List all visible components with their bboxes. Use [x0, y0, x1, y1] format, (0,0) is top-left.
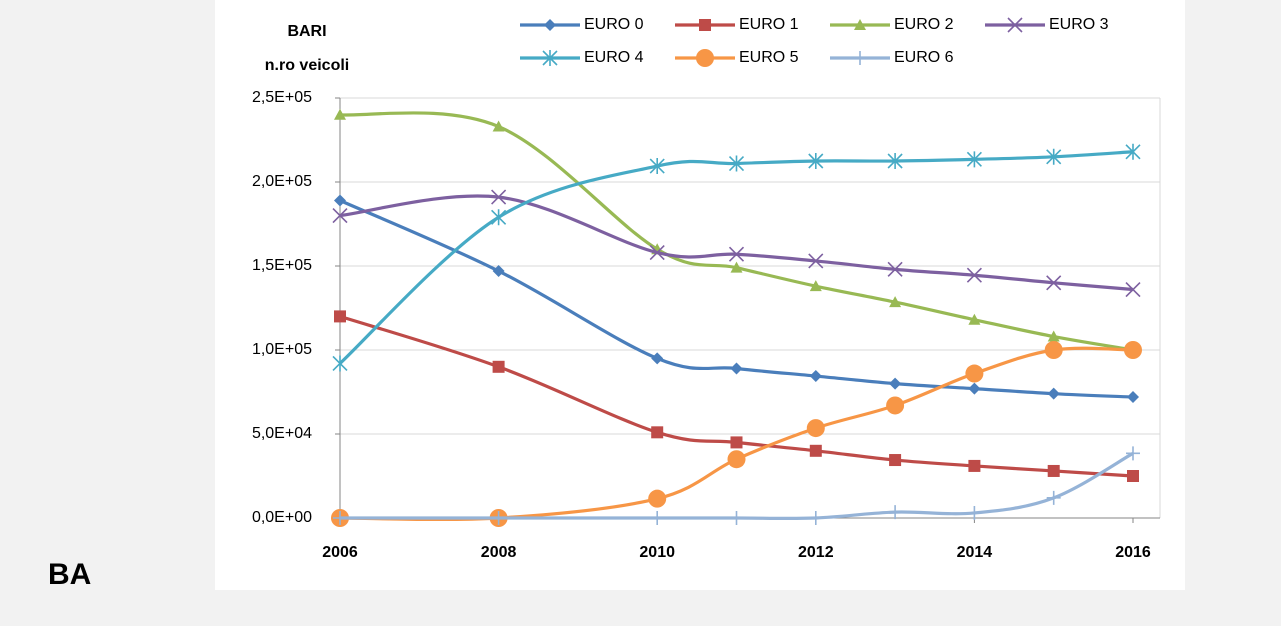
marker: [492, 120, 505, 132]
marker: [542, 50, 558, 66]
y-tick-label: 1,5E+05: [252, 257, 312, 274]
marker: [699, 19, 711, 31]
marker: [728, 246, 745, 262]
marker: [1047, 387, 1060, 400]
marker: [727, 450, 746, 469]
x-tick-label: 2016: [1115, 544, 1151, 561]
legend-label: EURO 6: [894, 49, 954, 66]
marker: [333, 511, 347, 525]
marker: [965, 364, 984, 383]
chart: BARI n.ro veicoli 0,0E+00 5,0E+04 1,0E+05 1…: [215, 0, 1185, 590]
marker: [808, 253, 824, 269]
marker: [491, 209, 507, 226]
series: [334, 108, 1139, 355]
marker: [889, 296, 902, 308]
marker: [808, 511, 823, 525]
marker: [886, 396, 905, 415]
marker: [334, 108, 346, 120]
marker: [809, 280, 822, 292]
marker: [1125, 143, 1141, 160]
x-tick-label: 2008: [481, 544, 517, 561]
marker: [334, 194, 346, 207]
marker: [1047, 330, 1060, 342]
marker: [334, 310, 346, 323]
y-tick-label: 0,0E+00: [252, 509, 312, 526]
y-tick-label: 2,0E+05: [252, 173, 312, 190]
marker: [730, 362, 743, 375]
marker: [696, 49, 714, 67]
line: [339, 194, 1134, 292]
line: [338, 150, 1134, 365]
marker: [968, 459, 981, 472]
marker: [491, 511, 506, 525]
x-tick-label: 2006: [322, 544, 358, 561]
marker: [809, 444, 822, 457]
marker: [492, 360, 505, 373]
marker: [729, 511, 744, 525]
series: [333, 446, 1140, 525]
marker: [1124, 341, 1142, 359]
marker: [966, 267, 982, 283]
x-tick-label: 2010: [639, 544, 675, 561]
legend-label: EURO 0: [584, 16, 644, 33]
y-label-line-2: n.ro veicoli: [265, 57, 349, 74]
marker: [1047, 464, 1060, 477]
legend-label: EURO 1: [739, 16, 799, 33]
marker: [728, 155, 745, 172]
marker: [1126, 446, 1140, 461]
marker: [649, 244, 665, 261]
side-label: BA: [48, 558, 92, 591]
marker: [1046, 275, 1062, 291]
marker: [967, 505, 982, 520]
marker: [966, 151, 982, 168]
marker: [730, 261, 743, 273]
legend-label: EURO 4: [584, 49, 644, 66]
marker: [887, 261, 903, 277]
marker: [1007, 17, 1023, 33]
marker: [1044, 341, 1063, 359]
x-tick-label: 2012: [798, 544, 834, 561]
y-label-line-1: BARI: [287, 23, 326, 40]
y-tick-label: 1,0E+05: [252, 341, 312, 358]
marker: [648, 489, 667, 508]
marker: [808, 153, 824, 169]
marker: [1046, 490, 1061, 505]
marker: [1046, 148, 1062, 165]
marker: [853, 51, 867, 65]
marker: [649, 158, 665, 175]
marker: [1127, 470, 1139, 482]
marker: [968, 382, 981, 395]
y-tick-label: 5,0E+04: [252, 425, 312, 442]
marker: [332, 208, 348, 224]
series: [334, 310, 1139, 482]
marker: [809, 370, 822, 383]
marker: [889, 377, 902, 390]
marker: [544, 19, 556, 31]
marker: [1127, 391, 1139, 404]
marker: [491, 189, 507, 205]
marker: [332, 355, 348, 372]
legend-label: EURO 5: [739, 49, 799, 66]
marker: [889, 454, 902, 467]
marker: [806, 419, 825, 438]
marker: [888, 505, 903, 520]
series: [334, 194, 1139, 404]
line: [339, 111, 1134, 352]
x-tick-label: 2014: [957, 544, 993, 561]
y-tick-label: 2,5E+05: [252, 89, 312, 106]
marker: [492, 265, 505, 278]
marker: [1125, 281, 1141, 298]
marker: [650, 511, 665, 525]
marker: [887, 153, 903, 169]
marker: [854, 19, 866, 30]
series: [332, 143, 1141, 372]
marker: [968, 313, 981, 325]
marker: [651, 352, 664, 365]
marker: [730, 436, 743, 449]
series: [332, 189, 1141, 298]
marker: [651, 426, 664, 439]
legend-label: EURO 2: [894, 16, 954, 33]
legend-label: EURO 3: [1049, 16, 1109, 33]
